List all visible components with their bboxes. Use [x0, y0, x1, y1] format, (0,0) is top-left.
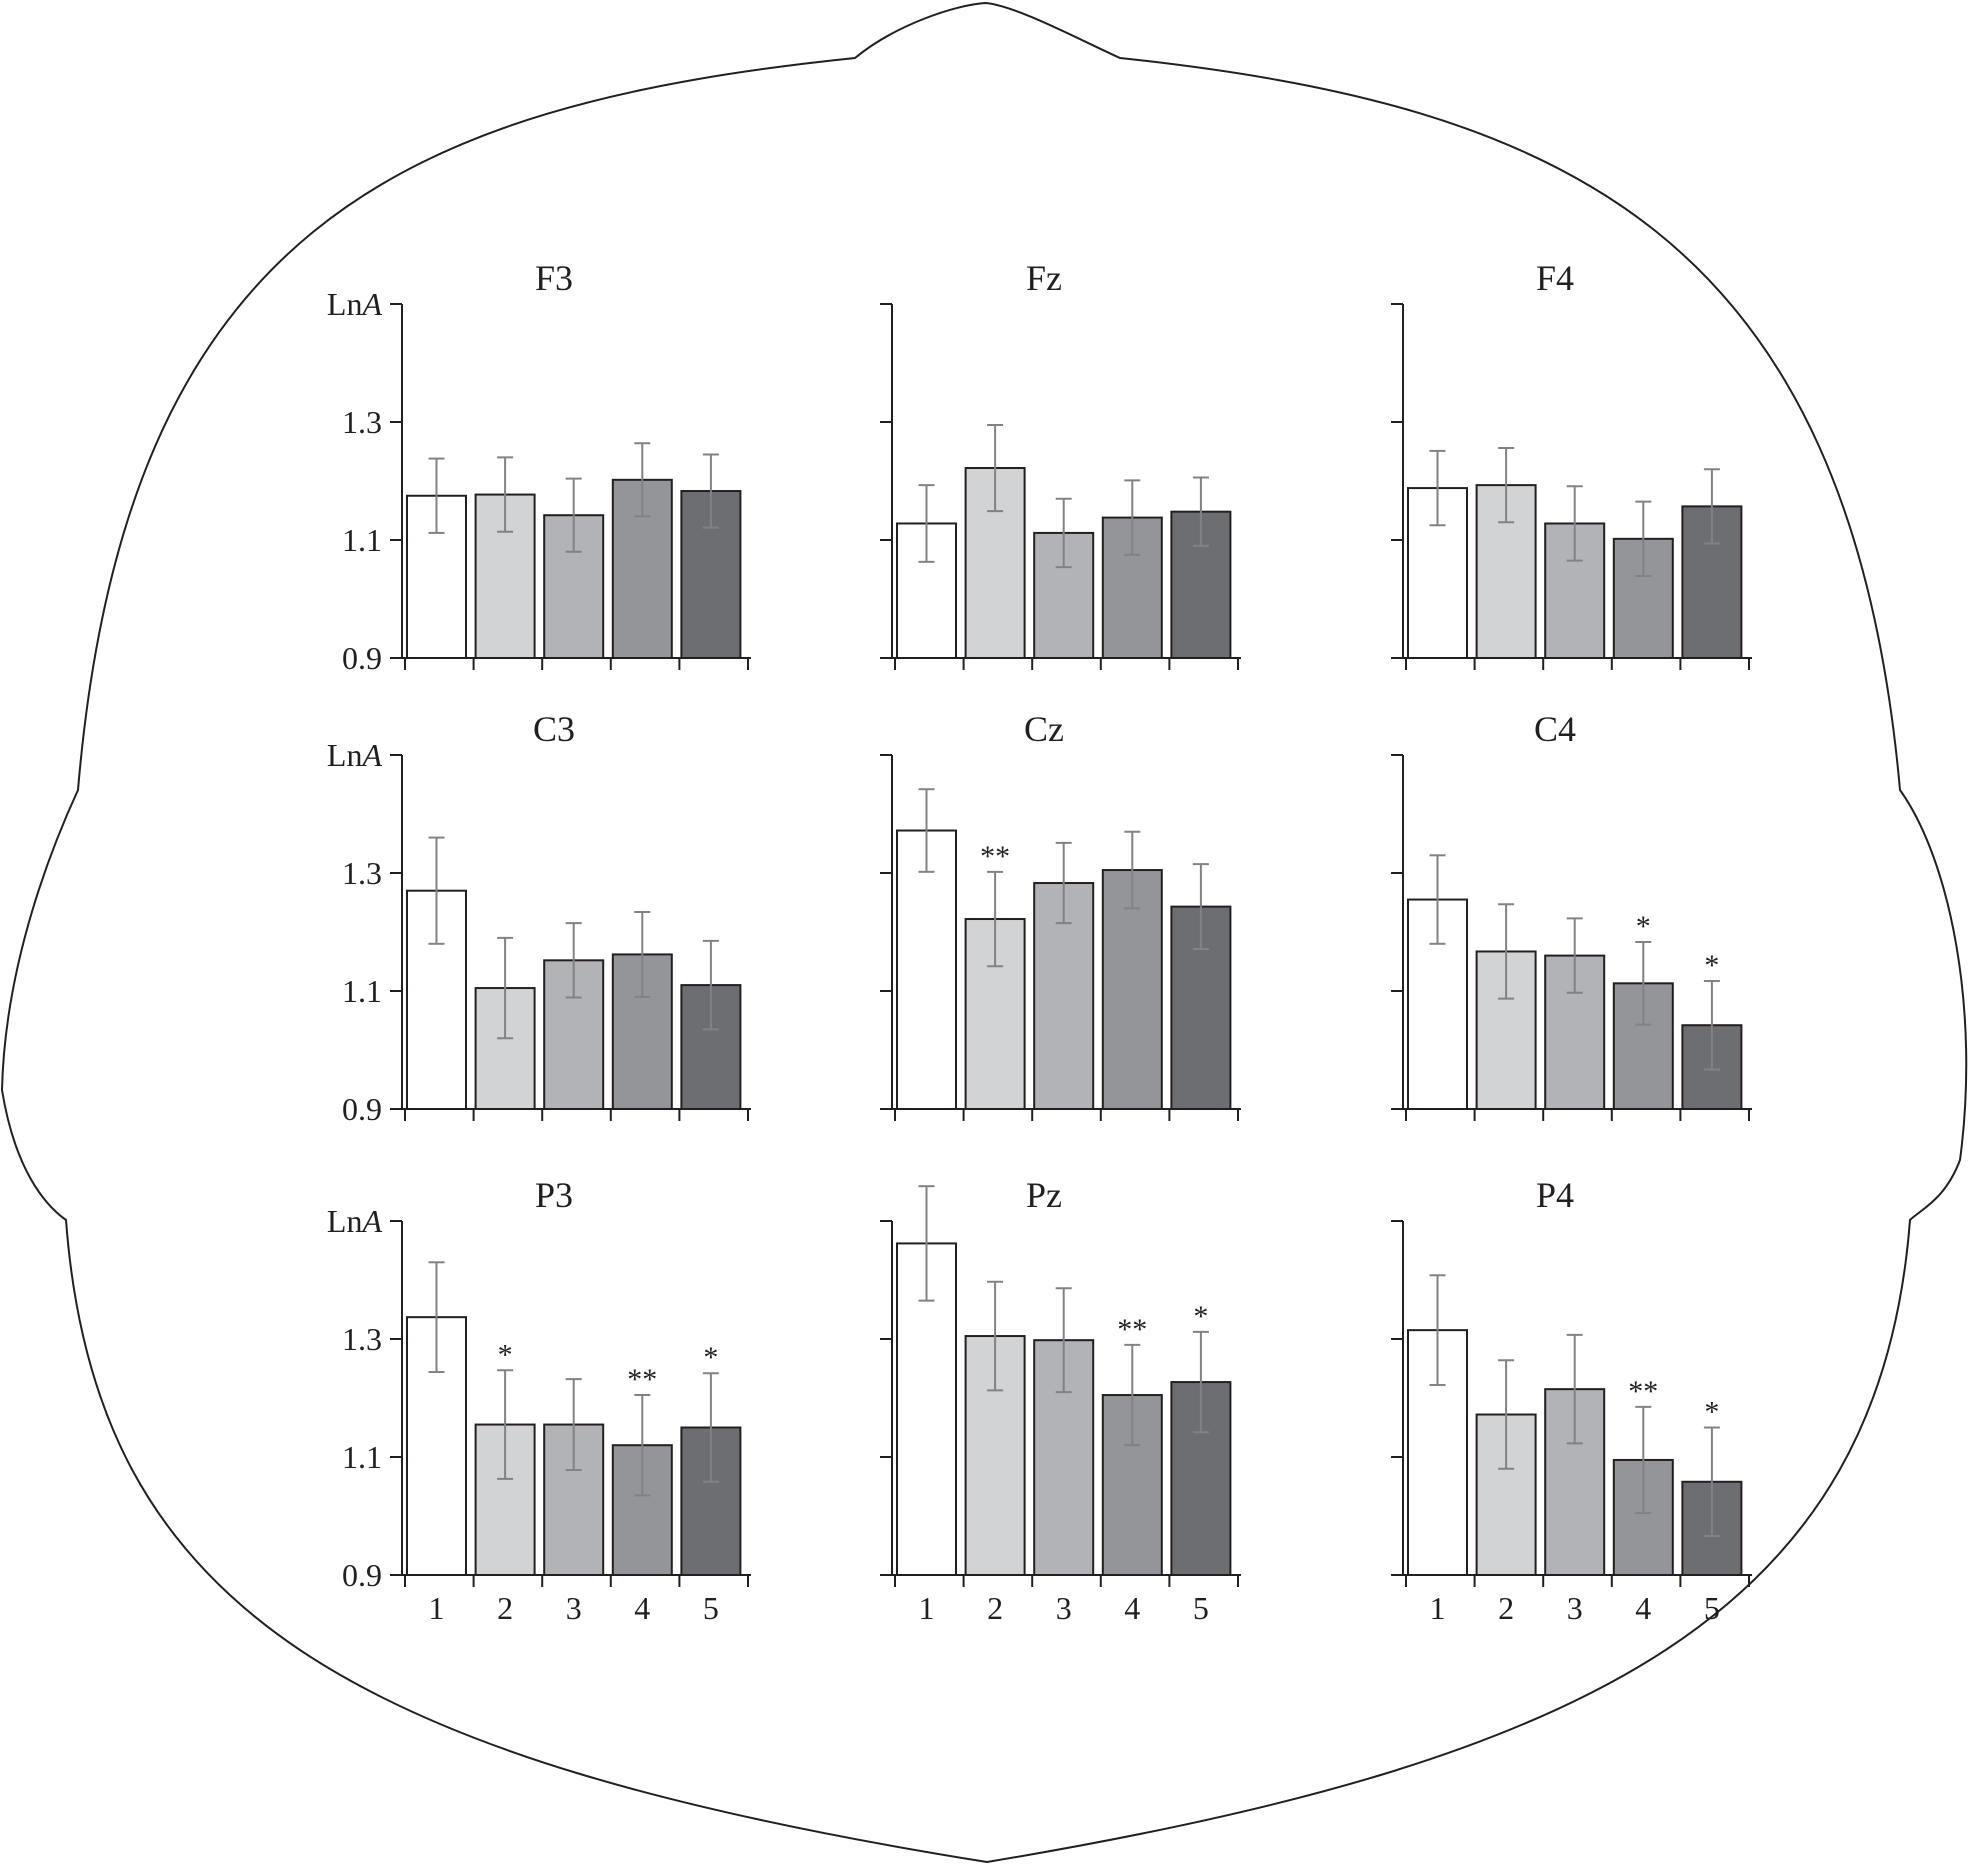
panel-title: C3 [533, 709, 575, 749]
y-tick-label: 1.1 [342, 1439, 382, 1475]
panel-title: Pz [1026, 1175, 1062, 1215]
bar-4 [1612, 982, 1674, 1111]
significance-marker: * [498, 1338, 513, 1371]
panel-c4: C4 * * [1391, 709, 1752, 1121]
significance-marker: ** [980, 840, 1010, 873]
y-axis-label: LnA [327, 1203, 383, 1239]
y-tick-label: 0.9 [342, 1557, 382, 1593]
y-tick-label: 0.9 [342, 1091, 382, 1127]
x-tick-label: 1 [919, 1590, 935, 1626]
y-tick-label: 1.3 [342, 404, 382, 440]
x-tick-label: 4 [1635, 1590, 1651, 1626]
x-tick-label: 2 [1498, 1590, 1514, 1626]
x-tick-label: 3 [1567, 1590, 1583, 1626]
significance-marker: * [1193, 1300, 1208, 1333]
panel-p4: P4 1 2 3 ** 4 * 5 [1391, 1175, 1752, 1626]
panel-p3: 0.9 1.1 1.3 LnA P3 1 * 2 3 ** 4 * 5 [327, 1175, 751, 1626]
panel-title: F3 [535, 258, 573, 298]
x-tick-label: 2 [987, 1590, 1003, 1626]
y-axis-label: LnA [327, 737, 383, 773]
x-tick-label: 4 [634, 1590, 650, 1626]
panel-title: Cz [1024, 709, 1064, 749]
significance-marker: ** [1117, 1313, 1147, 1346]
y-tick-label: 1.3 [342, 855, 382, 891]
bar-2 [964, 1335, 1026, 1577]
panel-title: P4 [1536, 1175, 1574, 1215]
y-axis-label: LnA [327, 286, 383, 322]
panel-f4: F4 [1391, 258, 1752, 670]
x-tick-label: 5 [1704, 1590, 1720, 1626]
panel-fz: Fz [880, 258, 1241, 670]
panel-title: P3 [535, 1175, 573, 1215]
panel-cz: Cz ** [880, 709, 1241, 1121]
x-tick-label: 5 [703, 1590, 719, 1626]
panel-c3: 0.9 1.1 1.3 LnA C3 [327, 709, 751, 1127]
y-tick-label: 0.9 [342, 640, 382, 676]
panel-title: F4 [1536, 258, 1574, 298]
y-tick-label: 1.1 [342, 522, 382, 558]
x-tick-label: 1 [1430, 1590, 1446, 1626]
significance-marker: ** [1628, 1375, 1658, 1408]
y-tick-label: 1.3 [342, 1321, 382, 1357]
bar-1 [896, 829, 957, 1111]
panel-title: C4 [1534, 709, 1576, 749]
bar-4 [1101, 869, 1163, 1110]
x-tick-label: 1 [429, 1590, 445, 1626]
y-tick-label: 1.1 [342, 973, 382, 1009]
significance-marker: ** [627, 1363, 657, 1396]
x-tick-label: 5 [1193, 1590, 1209, 1626]
panel-title: Fz [1026, 258, 1062, 298]
bar-3 [1544, 522, 1606, 659]
significance-marker: * [1704, 949, 1719, 982]
x-tick-label: 3 [1056, 1590, 1072, 1626]
significance-marker: * [1704, 1396, 1719, 1429]
panel-f3: 0.9 1.1 1.3 LnA F3 [327, 258, 751, 676]
significance-marker: * [1636, 910, 1651, 943]
significance-marker: * [703, 1341, 718, 1374]
x-tick-label: 2 [497, 1590, 513, 1626]
panel-pz: Pz 1 2 3 ** 4 * 5 [880, 1175, 1241, 1626]
bar-1 [406, 494, 467, 659]
x-tick-label: 3 [566, 1590, 582, 1626]
x-tick-label: 4 [1124, 1590, 1140, 1626]
